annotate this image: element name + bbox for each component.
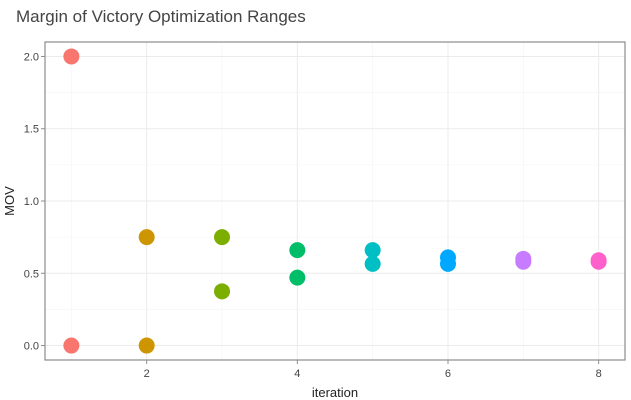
scatter-point — [214, 283, 231, 300]
scatter-point — [364, 242, 381, 259]
x-tick-label: 4 — [294, 368, 300, 380]
y-tick-label: 1.5 — [24, 124, 39, 136]
axis-ticks: 2 4 6 8 0.0 0.5 1.0 1.5 2.0 — [24, 51, 602, 380]
y-tick-label: 2.0 — [24, 51, 39, 63]
scatter-point — [63, 337, 80, 354]
scatter-point — [138, 229, 155, 246]
scatter-point — [63, 48, 80, 65]
y-tick-label: 0.5 — [24, 268, 39, 280]
data-points — [63, 48, 607, 354]
y-tick-label: 1.0 — [24, 196, 39, 208]
scatter-point — [364, 255, 381, 272]
scatter-point — [289, 242, 306, 259]
chart-title: Margin of Victory Optimization Ranges — [16, 7, 306, 26]
x-tick-label: 6 — [445, 368, 451, 380]
scatter-point — [138, 337, 155, 354]
x-axis-label: iteration — [312, 385, 358, 400]
y-tick-label: 0.0 — [24, 341, 39, 353]
scatter-point — [515, 253, 532, 270]
x-tick-label: 8 — [596, 368, 602, 380]
plot-panel-border — [44, 41, 626, 361]
x-tick-label: 2 — [144, 368, 150, 380]
grid-lines — [45, 42, 625, 360]
scatter-point — [590, 253, 607, 270]
scatter-point — [439, 255, 456, 272]
scatter-point — [289, 269, 306, 286]
scatter-point — [214, 229, 231, 246]
y-axis-label: MOV — [2, 186, 17, 216]
